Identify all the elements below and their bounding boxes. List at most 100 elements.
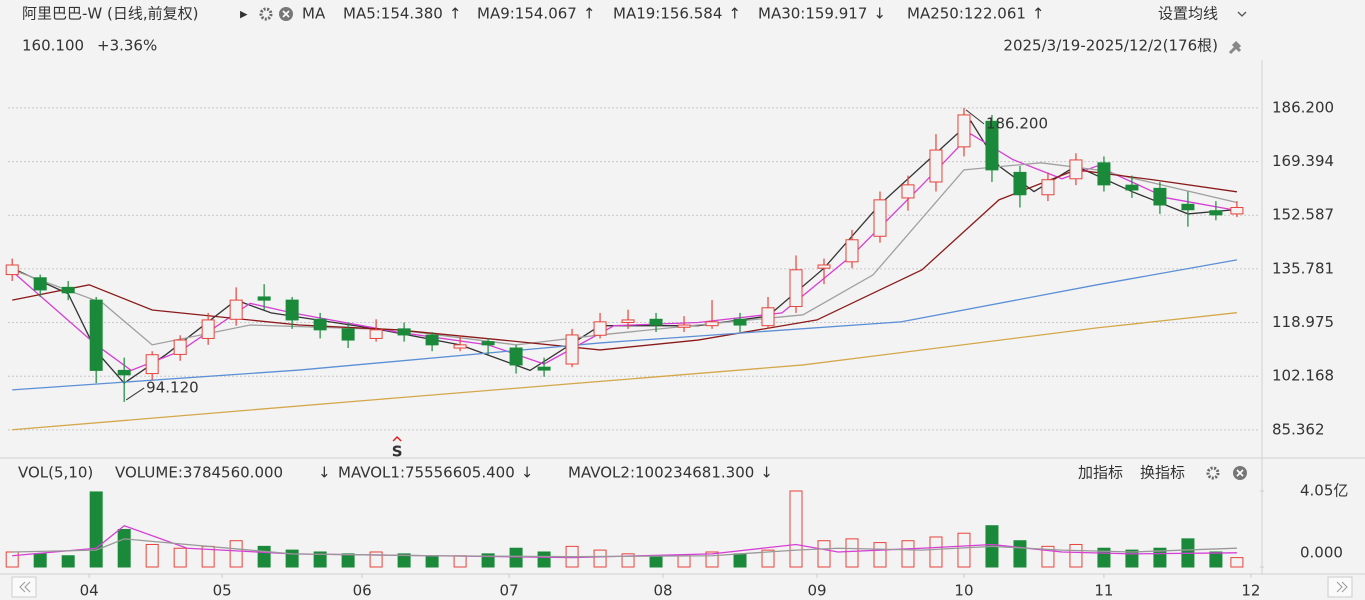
legend-trend: ↓ — [873, 5, 886, 23]
candle-body — [173, 339, 187, 355]
volume-trend: ↓ — [318, 464, 331, 482]
x-tick-label: 11 — [1094, 582, 1113, 600]
legend-entry: MA30:159.917 — [758, 5, 867, 23]
volume-bar — [5, 551, 19, 568]
volume-bar — [33, 553, 47, 568]
candle-body — [1041, 179, 1055, 196]
candle-body — [677, 324, 691, 328]
candle-body — [89, 299, 103, 371]
ma-label: MA — [302, 5, 326, 23]
candle-body — [33, 277, 47, 291]
candle-body — [1153, 187, 1167, 206]
volume-bar — [733, 553, 747, 568]
legend-trend: ↑ — [1032, 5, 1045, 23]
y-tick-label: 4.05亿 — [1300, 482, 1348, 500]
signal-arrow — [392, 435, 402, 442]
volume-bar — [229, 540, 243, 568]
indicator-settings[interactable] — [1206, 466, 1220, 480]
candle-body — [1125, 184, 1139, 191]
candle-body — [341, 328, 355, 341]
x-tick-label: 04 — [80, 582, 99, 600]
x-tick-label: 12 — [1241, 582, 1260, 600]
volume-bar — [397, 553, 411, 568]
volume-bar — [145, 543, 159, 568]
ma-settings[interactable]: 设置均线 — [1158, 5, 1218, 23]
last-price: 160.100 — [22, 37, 84, 55]
volume-bar — [117, 528, 131, 568]
legend-trend: ↓ — [760, 464, 773, 482]
candle-body — [649, 318, 663, 326]
volume-bar — [621, 553, 635, 568]
more-button[interactable]: ▸ — [240, 5, 248, 23]
volume-bar — [425, 555, 439, 568]
candle-body — [1209, 210, 1223, 216]
candle-body — [313, 318, 327, 331]
x-tick-label: 10 — [954, 582, 973, 600]
scroll-right[interactable] — [1327, 576, 1353, 598]
annotation-arrow — [965, 109, 985, 125]
candle-body — [593, 321, 607, 336]
y-tick-label: 152.587 — [1272, 206, 1334, 224]
volume-bar — [341, 553, 355, 568]
x-tick-label: 06 — [353, 582, 372, 600]
y-tick-label: 85.362 — [1272, 420, 1325, 438]
indicator-close[interactable] — [1233, 466, 1247, 480]
volume-bar — [1013, 540, 1027, 568]
volume-bar — [89, 491, 103, 568]
volume-title: VOL(5,10) — [18, 464, 93, 482]
candle-body — [145, 354, 159, 375]
candle-body — [5, 264, 19, 276]
volume-bar — [901, 540, 915, 568]
candle-body — [901, 184, 915, 199]
settings-icon[interactable] — [259, 7, 273, 21]
chart-title: 阿里巴巴-W (日线,前复权) — [22, 5, 199, 23]
candle-body — [61, 286, 75, 294]
x-tick-label: 08 — [653, 582, 672, 600]
volume-bar — [873, 542, 887, 568]
candle-body — [761, 307, 775, 327]
candle-body — [1069, 159, 1083, 180]
add-indicator[interactable]: 加指标 — [1078, 464, 1123, 482]
close-icon[interactable] — [279, 7, 293, 21]
pin-icon[interactable] — [1228, 40, 1242, 55]
volume-bar — [537, 551, 551, 568]
x-tick-label: 05 — [213, 582, 232, 600]
candle-body — [621, 319, 635, 323]
candle-body — [425, 334, 439, 346]
candle-body — [369, 329, 383, 339]
volume-bar — [369, 551, 383, 568]
candle-body — [285, 299, 299, 321]
annotation-label: 186.200 — [986, 114, 1048, 132]
volume-bar — [453, 555, 467, 568]
y-tick-label: 118.975 — [1272, 313, 1334, 331]
candle-body — [537, 366, 551, 371]
legend-entry: MA5:154.380 — [343, 5, 443, 23]
volume-bar — [929, 536, 943, 568]
volume-bar — [61, 555, 75, 568]
dropdown-icon[interactable] — [1237, 11, 1247, 17]
candle-body — [229, 299, 243, 320]
candle-body — [1181, 203, 1195, 211]
volume-bar — [761, 549, 775, 568]
volume-bar — [285, 549, 299, 568]
x-tick-label: 07 — [500, 582, 519, 600]
candle-body — [1013, 171, 1027, 196]
y-tick-label: 135.781 — [1272, 259, 1334, 277]
volume-bar — [257, 545, 271, 568]
y-tick-label: 186.200 — [1272, 98, 1334, 116]
candle-body — [1230, 207, 1244, 215]
candle-body — [201, 319, 215, 339]
scroll-left[interactable] — [11, 576, 37, 598]
x-tick-label: 09 — [807, 582, 826, 600]
candle-body — [705, 321, 719, 327]
ma-line — [12, 312, 1237, 431]
ma-line — [12, 538, 1237, 558]
legend-entry: MA19:156.584 — [613, 5, 722, 23]
legend-trend: ↑ — [728, 5, 741, 23]
switch-indicator[interactable]: 换指标 — [1140, 464, 1185, 482]
volume-bar — [1209, 551, 1223, 568]
candle-body — [817, 264, 831, 269]
volume-bar — [593, 549, 607, 568]
